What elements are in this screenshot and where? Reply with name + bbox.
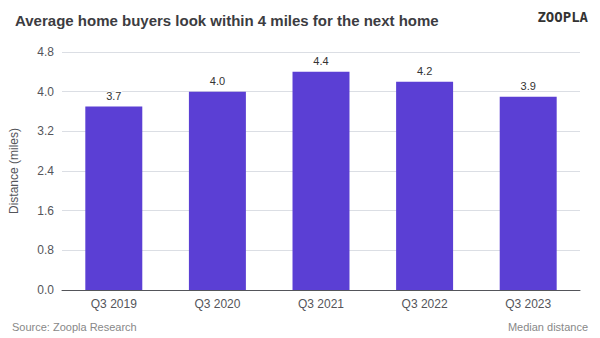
svg-text:Median distance: Median distance <box>508 321 588 333</box>
svg-text:Q3 2020: Q3 2020 <box>194 297 240 311</box>
svg-text:Q3 2019: Q3 2019 <box>91 297 137 311</box>
svg-text:0.0: 0.0 <box>37 283 54 297</box>
svg-text:Source: Zoopla Research: Source: Zoopla Research <box>12 321 137 333</box>
svg-text:3.7: 3.7 <box>106 90 121 102</box>
svg-text:4.0: 4.0 <box>210 75 225 87</box>
svg-text:1.6: 1.6 <box>37 204 54 218</box>
svg-text:3.2: 3.2 <box>37 124 54 138</box>
svg-text:4.4: 4.4 <box>313 55 328 67</box>
svg-text:0.8: 0.8 <box>37 243 54 257</box>
svg-text:4.8: 4.8 <box>37 45 54 59</box>
svg-text:ZOOPLA: ZOOPLA <box>537 9 588 25</box>
svg-text:Q3 2022: Q3 2022 <box>402 297 448 311</box>
svg-text:2.4: 2.4 <box>37 164 54 178</box>
svg-text:Average home buyers look withi: Average home buyers look within 4 miles … <box>15 12 439 29</box>
svg-text:Distance (miles): Distance (miles) <box>7 128 21 214</box>
svg-text:4.0: 4.0 <box>37 85 54 99</box>
svg-text:Q3 2023: Q3 2023 <box>505 297 551 311</box>
svg-text:Q3 2021: Q3 2021 <box>298 297 344 311</box>
svg-text:4.2: 4.2 <box>417 65 432 77</box>
svg-text:3.9: 3.9 <box>521 80 536 92</box>
